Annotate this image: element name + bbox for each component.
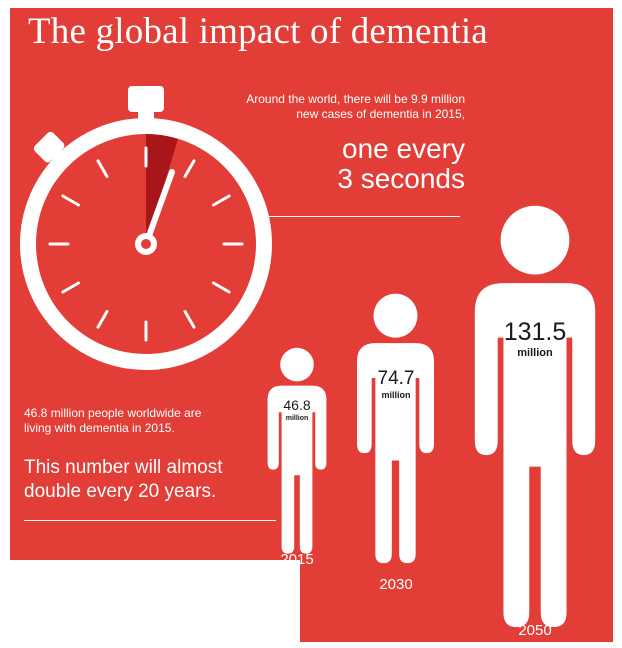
- person-figure-2030: [357, 293, 434, 564]
- divider-rule-top: [268, 216, 460, 217]
- figure-value-2015: 46.8 million: [283, 397, 311, 422]
- year-label-2015: 2015: [280, 551, 314, 568]
- year-label-2050: 2050: [518, 622, 552, 639]
- living-with-dementia-text: 46.8 million people worldwide are living…: [24, 406, 202, 435]
- frequency-highlight: one every 3 seconds: [337, 133, 465, 194]
- new-cases-text: Around the world, there will be 9.9 mill…: [246, 92, 465, 121]
- stopwatch-icon: [20, 86, 272, 370]
- person-figure-2050: [474, 205, 596, 628]
- figure-value-2050: 131.5 million: [503, 318, 567, 359]
- page-title: The global impact of dementia: [28, 11, 488, 52]
- year-label-2030: 2030: [379, 576, 413, 593]
- figure-value-2030: 74.7 million: [377, 368, 415, 400]
- divider-rule-bottom: [24, 520, 276, 521]
- person-figure-2015: [267, 347, 327, 554]
- doubling-highlight: This number will almost double every 20 …: [24, 457, 223, 502]
